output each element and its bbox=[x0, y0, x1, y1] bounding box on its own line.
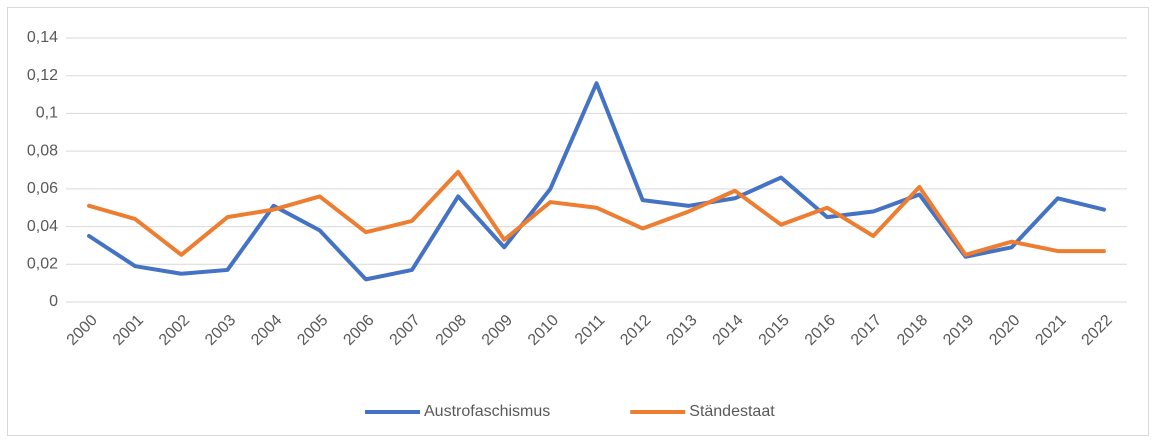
y-tick-label: 0 bbox=[49, 293, 58, 310]
legend-label: Austrofaschismus bbox=[424, 403, 550, 420]
y-tick-label: 0,04 bbox=[27, 218, 58, 235]
y-tick-label: 0,12 bbox=[27, 67, 58, 84]
y-tick-label: 0,14 bbox=[27, 29, 58, 46]
y-tick-label: 0,1 bbox=[36, 105, 58, 122]
y-tick-label: 0,02 bbox=[27, 256, 58, 273]
chart-frame bbox=[7, 7, 1149, 436]
legend-label: Ständestaat bbox=[689, 403, 775, 420]
data-line bbox=[87, 169, 1106, 257]
y-tick-label: 0,08 bbox=[27, 142, 58, 159]
data-line bbox=[87, 81, 1106, 282]
y-tick-label: 0,06 bbox=[27, 180, 58, 197]
